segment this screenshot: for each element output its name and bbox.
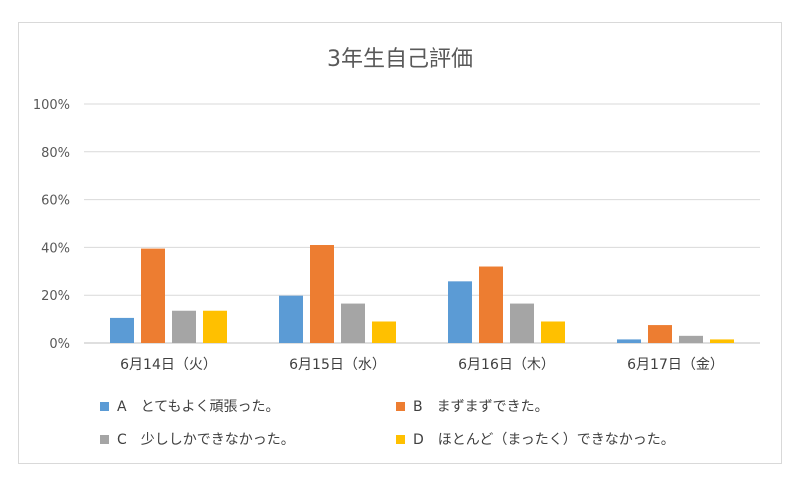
y-tick-label: 0% xyxy=(49,337,70,352)
chart-frame xyxy=(18,22,782,464)
bar xyxy=(510,303,534,343)
y-tick-label: 60% xyxy=(41,194,70,209)
legend-swatch-c xyxy=(100,434,109,444)
bar xyxy=(479,266,503,343)
legend-item-d: D ほとんど（まったく）できなかった。 xyxy=(396,429,675,449)
y-axis-ticks: 0% 20% 40% 60% 80% 100% xyxy=(33,98,70,352)
bar xyxy=(203,310,227,343)
legend-label-d: D ほとんど（まったく）できなかった。 xyxy=(413,432,675,448)
x-axis-labels: 6月14日（火） 6月15日（水） 6月16日（木） 6月17日（金） xyxy=(120,357,724,373)
bar xyxy=(679,335,703,343)
legend-item-a: A とてもよく頑張った。 xyxy=(100,396,279,416)
y-tick-label: 20% xyxy=(41,289,70,304)
bar xyxy=(617,339,641,343)
y-tick-label: 100% xyxy=(33,98,70,113)
bar xyxy=(279,295,303,343)
x-tick-label: 6月17日（金） xyxy=(627,357,724,373)
legend: A とてもよく頑張った。 B まずまずできた。 C 少ししかできなかった。 D … xyxy=(86,396,766,456)
legend-label-b: B まずまずできた。 xyxy=(413,399,549,415)
bar xyxy=(341,303,365,343)
legend-label-a: A とてもよく頑張った。 xyxy=(117,399,280,415)
chart-title: 3年生自己評価 xyxy=(327,47,473,72)
bar xyxy=(372,321,396,343)
x-tick-label: 6月15日（水） xyxy=(289,357,386,373)
y-tick-label: 80% xyxy=(41,146,70,161)
bar xyxy=(541,321,565,343)
legend-swatch-d xyxy=(396,434,405,444)
bar xyxy=(310,245,334,343)
y-tick-label: 40% xyxy=(41,241,70,256)
bar xyxy=(110,317,134,343)
legend-swatch-b xyxy=(396,401,405,411)
legend-label-c: C 少ししかできなかった。 xyxy=(117,432,295,448)
bar xyxy=(448,281,472,343)
x-tick-label: 6月14日（火） xyxy=(120,357,217,373)
bar xyxy=(172,310,196,343)
x-tick-label: 6月16日（木） xyxy=(458,357,555,373)
bar xyxy=(141,248,165,343)
legend-item-c: C 少ししかできなかった。 xyxy=(100,429,295,449)
legend-item-b: B まずまずできた。 xyxy=(396,396,549,416)
bar xyxy=(710,339,734,343)
legend-swatch-a xyxy=(100,401,109,411)
gridlines xyxy=(84,103,760,344)
bars xyxy=(110,245,734,343)
bar xyxy=(648,325,672,343)
